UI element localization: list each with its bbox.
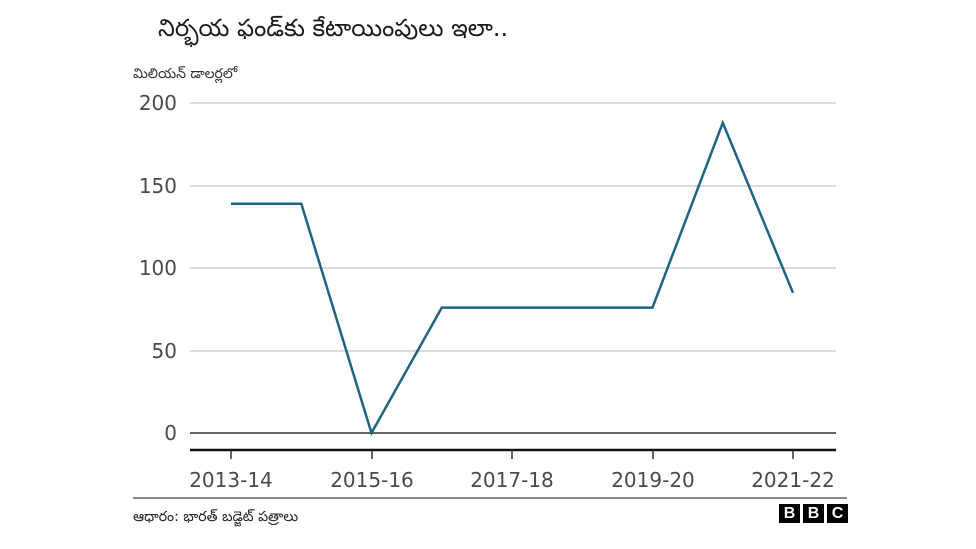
gridlines (190, 102, 836, 352)
x-axis-ticks (230, 450, 794, 459)
bbc-logo-letter: B (803, 504, 824, 523)
bbc-logo: B B C (779, 504, 848, 523)
source-note: ఆధారం: భారత్ బడ్జెట్ పత్రాలు (133, 509, 299, 525)
x-tick-2019-20: 2019-20 (611, 468, 695, 492)
x-tick-2013-14: 2013-14 (189, 468, 273, 492)
y-tick-150: 150 (138, 174, 177, 198)
y-tick-100: 100 (138, 256, 177, 280)
bbc-logo-letter: B (779, 504, 800, 523)
y-tick-50: 50 (151, 339, 177, 363)
footer-divider (133, 497, 847, 499)
y-axis-unit-label: మిలియన్ డాలర్లలో (133, 66, 238, 82)
x-tick-2021-22: 2021-22 (751, 468, 835, 492)
x-tick-2015-16: 2015-16 (330, 468, 414, 492)
y-tick-200: 200 (138, 91, 177, 115)
y-tick-0: 0 (164, 421, 177, 445)
chart-title: నిర్భయ ఫండ్‌కు కేటాయింపులు ఇలా.. (158, 14, 509, 42)
bbc-logo-letter: C (827, 504, 848, 523)
data-series-line (231, 119, 795, 437)
x-tick-2017-18: 2017-18 (470, 468, 554, 492)
